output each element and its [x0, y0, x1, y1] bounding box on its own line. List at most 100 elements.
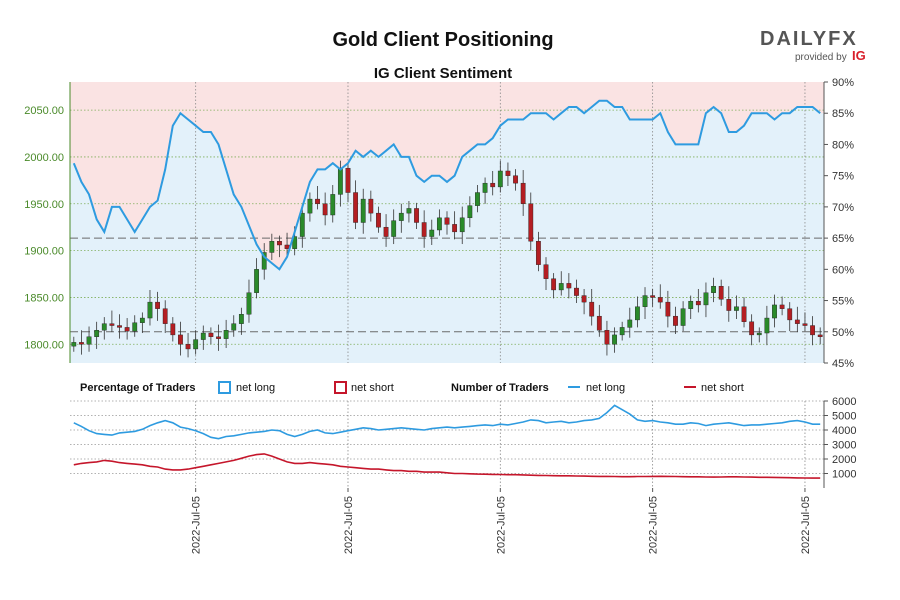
- candle-body: [475, 192, 480, 206]
- pct-tick-label: 90%: [832, 77, 854, 89]
- logo-text: DAILYFX: [760, 28, 858, 50]
- candle-body: [787, 308, 793, 321]
- x-tick-label: 2022-Jul-05: [343, 496, 355, 554]
- candle-body: [345, 167, 351, 193]
- candle-body: [688, 300, 694, 309]
- candle-body: [650, 295, 656, 298]
- candle-body: [817, 334, 823, 337]
- candle-body: [429, 229, 435, 237]
- candle-body: [86, 336, 92, 345]
- candle-body: [596, 315, 602, 331]
- candle-body: [482, 182, 488, 193]
- traders-tick-label: 4000: [832, 425, 856, 437]
- candle-body: [216, 336, 221, 339]
- candle-body: [589, 301, 595, 317]
- traders-tick-label: 6000: [832, 396, 856, 408]
- candle-body: [277, 241, 282, 246]
- pct-tick-label: 70%: [832, 202, 854, 214]
- candle-body: [193, 339, 199, 350]
- candle-body: [261, 252, 267, 270]
- candle-body: [520, 182, 526, 204]
- chart-title: Gold Client Positioning: [332, 29, 553, 51]
- dailyfx-logo: DAILYFX provided by IG: [760, 28, 866, 63]
- pct-tick-label: 80%: [832, 139, 854, 151]
- legend-pct-short-swatch: [334, 381, 347, 394]
- candle-body: [353, 192, 359, 223]
- candle-body: [452, 224, 458, 233]
- candle-body: [734, 306, 739, 311]
- pct-tick-label: 50%: [832, 327, 854, 339]
- candle-body: [680, 308, 686, 326]
- candle-body: [269, 241, 275, 253]
- legend-pct-title: Percentage of Traders: [80, 382, 196, 394]
- candle-body: [414, 208, 419, 223]
- legend-pct-long-label: net long: [236, 382, 275, 394]
- candle-body: [627, 319, 633, 328]
- candle-body: [726, 299, 732, 311]
- candle-body: [779, 304, 785, 309]
- legend-num-long-label: net long: [586, 382, 625, 394]
- candle-body: [490, 182, 496, 188]
- candle-body: [315, 198, 320, 204]
- legend-num-short-label: net short: [701, 382, 744, 394]
- traders-tick-label: 3000: [832, 440, 856, 452]
- candle-body: [238, 314, 244, 324]
- candle-body: [703, 292, 709, 306]
- net-short-traders-line: [73, 453, 821, 479]
- x-axis: 2022-Jul-05 2022-Jul-05 2022-Jul-05 2022-Ju…: [191, 488, 812, 554]
- candle-body: [391, 220, 397, 237]
- legend-pct-short-label: net short: [351, 382, 394, 394]
- candle-body: [368, 198, 374, 214]
- traders-tick-label: 1000: [832, 469, 856, 481]
- candle-body: [147, 301, 153, 319]
- candle-body: [635, 306, 640, 321]
- candle-body: [155, 301, 160, 309]
- pct-tick-label: 75%: [832, 171, 854, 183]
- candle-body: [101, 323, 107, 331]
- candle-body: [246, 292, 252, 315]
- candle-body: [94, 330, 100, 337]
- candle-body: [139, 317, 145, 323]
- candle-body: [772, 304, 777, 319]
- candle-body: [299, 212, 305, 237]
- traders-tick-label: 2000: [832, 454, 856, 466]
- candle-body: [284, 244, 290, 249]
- chart-subtitle: IG Client Sentiment: [374, 65, 512, 82]
- price-tick-label: 1800.00: [24, 339, 64, 351]
- candle-body: [292, 236, 298, 249]
- candle-body: [337, 167, 343, 195]
- candle-body: [665, 301, 671, 317]
- net-long-pct-line: [72, 99, 821, 271]
- candle-body: [71, 342, 77, 347]
- candle-body: [657, 297, 663, 303]
- candle-body: [802, 323, 808, 326]
- pct-tick-label: 60%: [832, 264, 854, 276]
- candle-body: [513, 175, 518, 184]
- logo-ig-text: IG: [852, 48, 866, 63]
- x-tick-label: 2022-Jul-05: [648, 496, 660, 554]
- x-tick-label: 2022-Jul-05: [495, 496, 507, 554]
- logo-sub-text: provided by: [795, 52, 847, 63]
- candle-body: [322, 203, 328, 216]
- legend-pct-long-swatch: [218, 381, 231, 394]
- traders-count-plot: 1000 2000 3000 4000 5000 6000: [70, 396, 856, 488]
- pct-tick-label: 45%: [832, 358, 854, 370]
- candle-body: [436, 217, 442, 231]
- candle-body: [718, 285, 724, 300]
- candle-body: [505, 170, 511, 176]
- traders-tick-label: 5000: [832, 411, 856, 423]
- candle-body: [421, 222, 427, 237]
- price-tick-label: 1950.00: [24, 199, 64, 211]
- candle-body: [612, 334, 617, 345]
- candle-body: [170, 323, 176, 336]
- candle-body: [406, 208, 412, 214]
- candle-body: [360, 198, 366, 223]
- candle-body: [535, 241, 541, 265]
- candle-body: [528, 203, 534, 242]
- price-tick-label: 1900.00: [24, 246, 64, 258]
- candle-body: [223, 330, 229, 339]
- candle-body: [398, 212, 404, 221]
- candle-body: [756, 332, 762, 336]
- candle-body: [132, 322, 138, 332]
